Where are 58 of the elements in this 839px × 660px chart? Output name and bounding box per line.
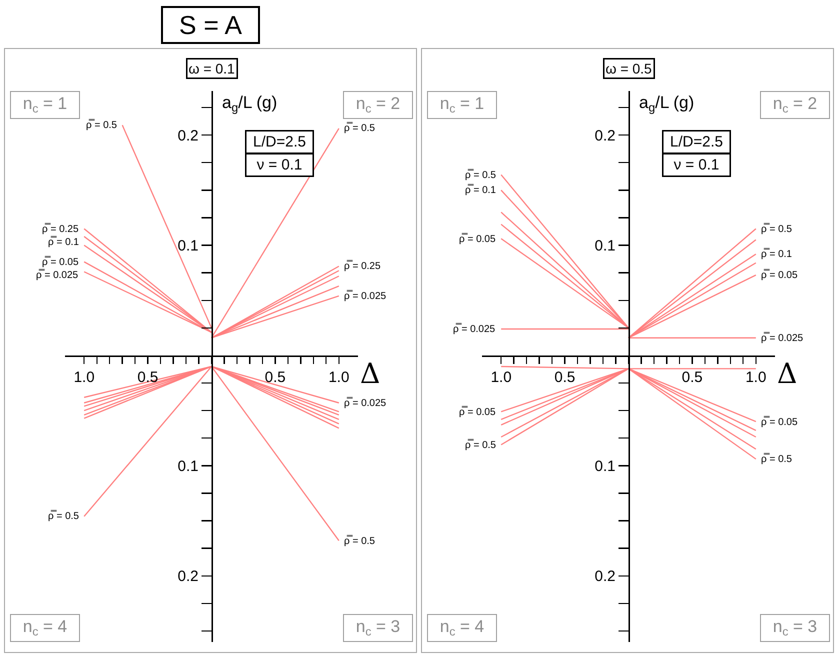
series-label: ρ̿ = 0.05 (459, 406, 496, 418)
annotation: n$_{c}$ = 3 (356, 617, 400, 639)
y-tick-label: 0.2 (594, 568, 616, 586)
annotation: ν = 0.1 (674, 156, 720, 174)
annotation: n$_{c}$ = 2 (772, 94, 818, 116)
series-label: ρ̿ = 0.1 (761, 248, 792, 260)
series-label: ρ̿ = 0.5 (344, 122, 376, 134)
series-label: ρ̿ = 0.1 (465, 184, 496, 196)
series-label: ρ̿ = 0.5 (344, 535, 376, 547)
y-axis-title: a$_{g}$/L (g) (639, 93, 694, 115)
x-tick-label: 1.0 (490, 368, 512, 386)
x-tick-label: 0.5 (682, 368, 703, 386)
x-tick-label: 0.5 (264, 368, 286, 386)
y-tick-label: 0.2 (178, 568, 198, 586)
series-label: ρ̿ = 0.5 (761, 453, 792, 465)
series-label: ρ̿ = 0.05 (761, 416, 798, 428)
series-label: ρ̿ = 0.5 (465, 169, 496, 181)
x-tick-label: 1.0 (745, 368, 766, 386)
x-tick-label: 1.0 (328, 368, 350, 386)
annotation: n$_{c}$ = 4 (22, 617, 68, 639)
annotation: n$_{c}$ = 4 (440, 617, 484, 639)
annotation: L/D=2.5 (670, 134, 723, 150)
annotation: n$_{c}$ = 2 (356, 94, 400, 116)
y-axis-title: a$_{g}$/L (g) (222, 93, 278, 115)
series-label: ρ̿ = 0.25 (42, 223, 79, 235)
series-label: ρ̿ = 0.5 (48, 510, 80, 522)
annotation: ν = 0.1 (256, 156, 302, 174)
annotation: n$_{c}$ = 1 (22, 94, 68, 116)
series-label: ρ̿ = 0.05 (459, 233, 496, 245)
y-tick-label: 0.1 (178, 458, 198, 475)
y-tick-label: 0.2 (178, 127, 198, 144)
series-label: ρ̿ = 0.05 (42, 256, 79, 268)
y-tick-label: 0.2 (594, 127, 616, 144)
annotation: L/D=2.5 (253, 134, 306, 150)
x-axis-title: Δ (777, 357, 798, 390)
series-label: ρ̿ = 0.5 (761, 223, 792, 235)
x-tick-label: 1.0 (74, 368, 95, 386)
series-label: ρ̿ = 0.025 (453, 323, 496, 335)
series-label: ρ̿ = 0.025 (761, 332, 804, 344)
y-tick-label: 0.1 (594, 238, 616, 255)
series-label: ρ̿ = 0.1 (48, 236, 80, 248)
annotation: n$_{c}$ = 3 (772, 617, 818, 639)
series-label: ρ̿ = 0.025 (36, 269, 79, 281)
x-axis-title: Δ (360, 357, 380, 390)
series-label: ρ̿ = 0.025 (344, 290, 387, 302)
series-label: ρ̿ = 0.5 (465, 439, 496, 451)
chart-subtitle: ω = 0.1 (188, 60, 236, 76)
x-tick-label: 0.5 (554, 368, 576, 386)
series-label: ρ̿ = 0.05 (761, 269, 798, 281)
x-tick-label: 0.5 (137, 368, 158, 386)
y-tick-label: 0.1 (178, 238, 198, 255)
y-tick-label: 0.1 (594, 458, 616, 475)
series-label: ρ̿ = 0.025 (344, 397, 387, 409)
chart-subtitle: ω = 0.5 (606, 60, 652, 76)
series-label: ρ̿ = 0.25 (344, 260, 381, 272)
series-label: ρ̿ = 0.5 (86, 119, 118, 131)
chart-title: S = A (161, 6, 260, 44)
annotation: n$_{c}$ = 1 (440, 94, 484, 116)
